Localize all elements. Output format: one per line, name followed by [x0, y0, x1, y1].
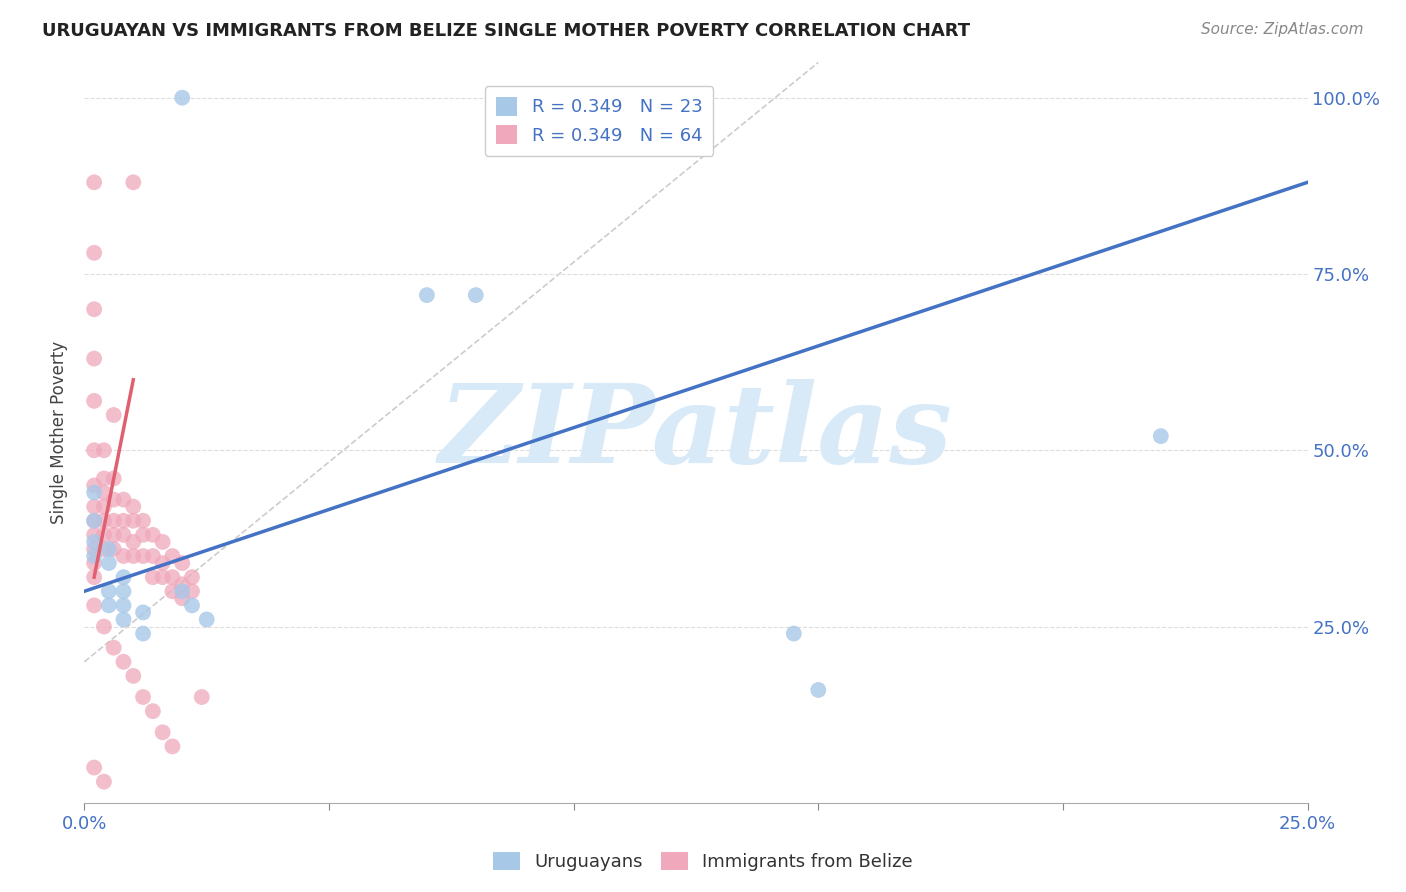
- Point: [97, 541, 120, 556]
- Point: [83, 514, 105, 528]
- Point: [807, 683, 830, 698]
- Legend: Uruguayans, Immigrants from Belize: Uruguayans, Immigrants from Belize: [485, 845, 921, 879]
- Point: [783, 626, 806, 640]
- Point: [181, 570, 204, 584]
- Point: [132, 549, 155, 563]
- Point: [83, 528, 105, 542]
- Point: [122, 514, 145, 528]
- Point: [172, 91, 194, 105]
- Point: [132, 606, 155, 620]
- Point: [83, 175, 105, 189]
- Text: Source: ZipAtlas.com: Source: ZipAtlas.com: [1201, 22, 1364, 37]
- Point: [83, 302, 105, 317]
- Legend: R = 0.349   N = 23, R = 0.349   N = 64: R = 0.349 N = 23, R = 0.349 N = 64: [485, 87, 713, 156]
- Point: [122, 500, 145, 514]
- Point: [93, 619, 115, 633]
- Point: [132, 626, 155, 640]
- Point: [83, 599, 105, 613]
- Point: [142, 704, 165, 718]
- Point: [112, 570, 135, 584]
- Point: [103, 471, 125, 485]
- Point: [162, 549, 184, 563]
- Point: [83, 478, 105, 492]
- Point: [103, 541, 125, 556]
- Point: [112, 514, 135, 528]
- Point: [172, 591, 194, 606]
- Point: [142, 528, 165, 542]
- Point: [142, 549, 165, 563]
- Point: [103, 492, 125, 507]
- Point: [122, 669, 145, 683]
- Point: [162, 584, 184, 599]
- Point: [152, 725, 174, 739]
- Point: [83, 541, 105, 556]
- Point: [97, 599, 120, 613]
- Point: [132, 690, 155, 704]
- Text: URUGUAYAN VS IMMIGRANTS FROM BELIZE SINGLE MOTHER POVERTY CORRELATION CHART: URUGUAYAN VS IMMIGRANTS FROM BELIZE SING…: [42, 22, 970, 40]
- Point: [1150, 429, 1173, 443]
- Text: ZIPatlas: ZIPatlas: [439, 379, 953, 486]
- Point: [112, 584, 135, 599]
- Point: [142, 570, 165, 584]
- Point: [172, 584, 194, 599]
- Point: [152, 535, 174, 549]
- Y-axis label: Single Mother Poverty: Single Mother Poverty: [51, 341, 69, 524]
- Point: [132, 514, 155, 528]
- Point: [152, 556, 174, 570]
- Point: [83, 549, 105, 563]
- Point: [416, 288, 439, 302]
- Point: [83, 514, 105, 528]
- Point: [93, 528, 115, 542]
- Point: [112, 549, 135, 563]
- Point: [83, 485, 105, 500]
- Point: [112, 492, 135, 507]
- Point: [191, 690, 214, 704]
- Point: [162, 570, 184, 584]
- Point: [93, 500, 115, 514]
- Point: [152, 570, 174, 584]
- Point: [112, 612, 135, 626]
- Point: [83, 351, 105, 366]
- Point: [83, 500, 105, 514]
- Point: [83, 570, 105, 584]
- Point: [132, 528, 155, 542]
- Point: [172, 556, 194, 570]
- Point: [93, 485, 115, 500]
- Point: [83, 245, 105, 260]
- Point: [93, 443, 115, 458]
- Point: [112, 655, 135, 669]
- Point: [103, 528, 125, 542]
- Point: [93, 541, 115, 556]
- Point: [195, 612, 218, 626]
- Point: [97, 556, 120, 570]
- Point: [93, 514, 115, 528]
- Point: [181, 599, 204, 613]
- Point: [112, 599, 135, 613]
- Point: [112, 528, 135, 542]
- Point: [93, 774, 115, 789]
- Point: [122, 535, 145, 549]
- Point: [83, 443, 105, 458]
- Point: [83, 556, 105, 570]
- Point: [83, 760, 105, 774]
- Point: [122, 175, 145, 189]
- Point: [162, 739, 184, 754]
- Point: [97, 584, 120, 599]
- Point: [122, 549, 145, 563]
- Point: [83, 393, 105, 408]
- Point: [103, 408, 125, 422]
- Point: [172, 577, 194, 591]
- Point: [464, 288, 486, 302]
- Point: [83, 535, 105, 549]
- Point: [103, 640, 125, 655]
- Point: [93, 471, 115, 485]
- Point: [103, 514, 125, 528]
- Point: [181, 584, 204, 599]
